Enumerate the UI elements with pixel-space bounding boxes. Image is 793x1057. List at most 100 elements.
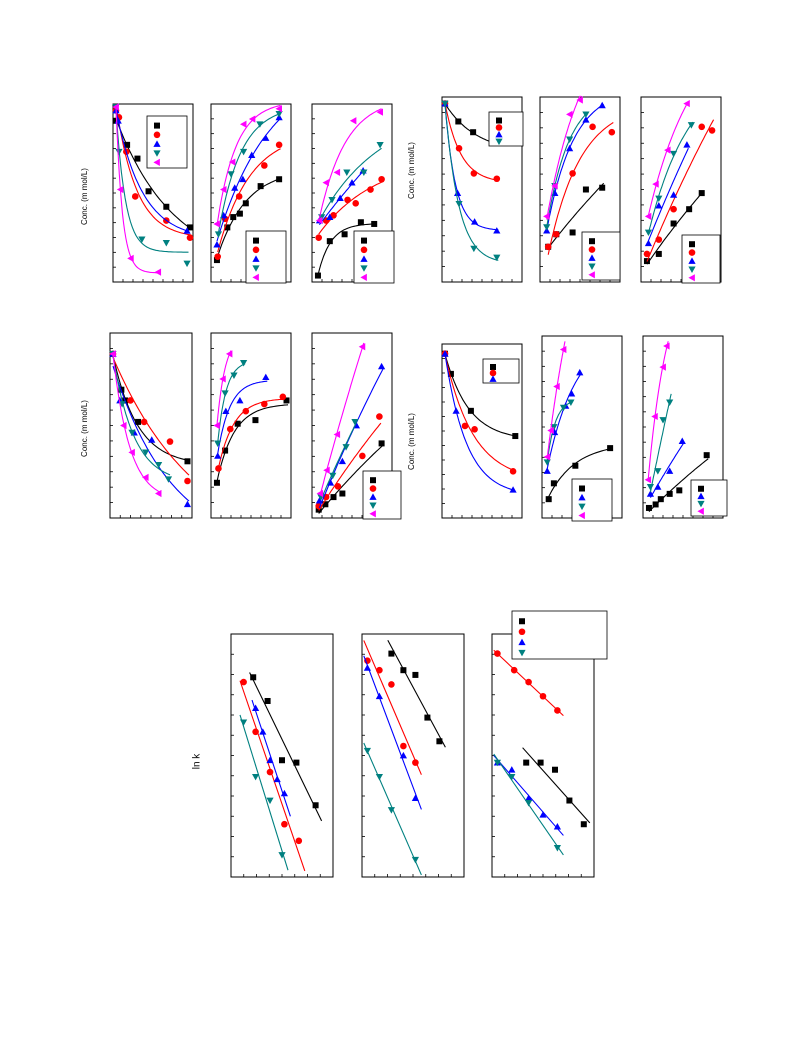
data-point — [376, 666, 383, 674]
fit-line — [239, 714, 289, 871]
data-point — [698, 485, 704, 492]
data-point — [489, 375, 497, 382]
data-point — [315, 234, 323, 242]
data-point — [293, 759, 300, 766]
chart-panel-row2-c — [311, 332, 402, 520]
series-triangle-down — [214, 359, 248, 447]
data-point — [369, 510, 376, 518]
legend — [362, 470, 402, 520]
legend — [690, 479, 728, 517]
fit-curve — [547, 122, 614, 255]
data-point — [471, 426, 478, 433]
data-point — [230, 214, 237, 221]
data-point — [550, 424, 558, 431]
data-point — [221, 390, 229, 397]
data-point — [688, 266, 696, 273]
series-triangle-left — [315, 108, 383, 225]
data-point — [495, 130, 503, 138]
data-point — [670, 191, 678, 198]
data-point — [376, 141, 384, 149]
data-point — [153, 140, 161, 147]
data-point — [678, 437, 686, 444]
fit-curve — [647, 341, 669, 480]
series-square — [545, 445, 614, 503]
fit-curve — [546, 112, 588, 228]
data-point — [411, 794, 419, 802]
fit-line — [363, 640, 422, 775]
data-point — [670, 205, 677, 213]
series-triangle-up — [646, 437, 686, 498]
data-point — [654, 483, 662, 490]
series-square — [387, 640, 446, 748]
data-point — [252, 273, 259, 281]
data-point — [545, 496, 552, 503]
data-point — [550, 480, 557, 487]
data-point — [686, 206, 693, 213]
data-point — [378, 175, 385, 183]
chart-panel-row1-b — [210, 103, 292, 284]
data-point — [567, 399, 575, 406]
data-point — [128, 448, 135, 456]
data-point — [326, 238, 333, 245]
series-square — [110, 350, 191, 465]
data-point — [240, 120, 247, 128]
data-point — [231, 184, 239, 191]
data-point — [490, 364, 496, 370]
fit-curve — [318, 422, 382, 511]
data-point — [360, 265, 368, 272]
data-point — [120, 421, 127, 430]
data-point — [589, 238, 595, 245]
data-point — [375, 692, 383, 700]
series-triangle-down — [646, 393, 674, 493]
data-point — [470, 129, 477, 136]
conc-ylabel-r1-left: Conc. (m mol/L) — [79, 168, 89, 225]
data-point — [689, 241, 695, 248]
data-point — [576, 96, 583, 104]
data-point — [333, 168, 341, 176]
data-point — [411, 856, 419, 864]
data-point — [553, 230, 560, 238]
data-point — [183, 260, 191, 268]
data-point — [598, 101, 606, 109]
series-triangle-down — [441, 100, 501, 262]
data-point — [134, 155, 141, 162]
data-point — [109, 350, 116, 358]
fit-line — [522, 747, 591, 824]
data-point — [155, 462, 163, 469]
data-point — [273, 775, 281, 783]
data-point — [163, 203, 170, 210]
legend — [146, 115, 188, 169]
data-point — [315, 216, 323, 225]
data-point — [523, 759, 530, 766]
data-point — [257, 183, 264, 190]
data-point — [239, 175, 247, 183]
series-square — [314, 219, 378, 279]
legend — [245, 230, 287, 284]
data-point — [283, 397, 290, 404]
data-point — [496, 117, 502, 124]
data-point — [441, 350, 449, 357]
fit-curve — [318, 108, 382, 219]
data-point — [348, 179, 356, 186]
fit-curve — [216, 117, 281, 242]
data-point — [698, 123, 706, 131]
data-point — [128, 429, 136, 437]
fit-curve — [318, 444, 384, 514]
data-point — [360, 246, 368, 254]
data-point — [369, 485, 377, 492]
legend-box — [353, 230, 395, 284]
fit-curve — [546, 341, 566, 458]
chart-panel-row2-f — [642, 335, 728, 519]
chart-panel-row1-a — [112, 103, 194, 283]
fit-curve — [647, 101, 689, 216]
fit-curve — [319, 342, 365, 496]
data-point — [683, 141, 691, 148]
data-point — [341, 231, 348, 238]
data-point — [184, 477, 191, 485]
data-point — [698, 190, 705, 197]
data-point — [127, 254, 134, 262]
data-point — [262, 373, 270, 381]
data-point — [376, 108, 383, 116]
fit-curve — [317, 223, 376, 276]
data-point — [222, 447, 229, 454]
